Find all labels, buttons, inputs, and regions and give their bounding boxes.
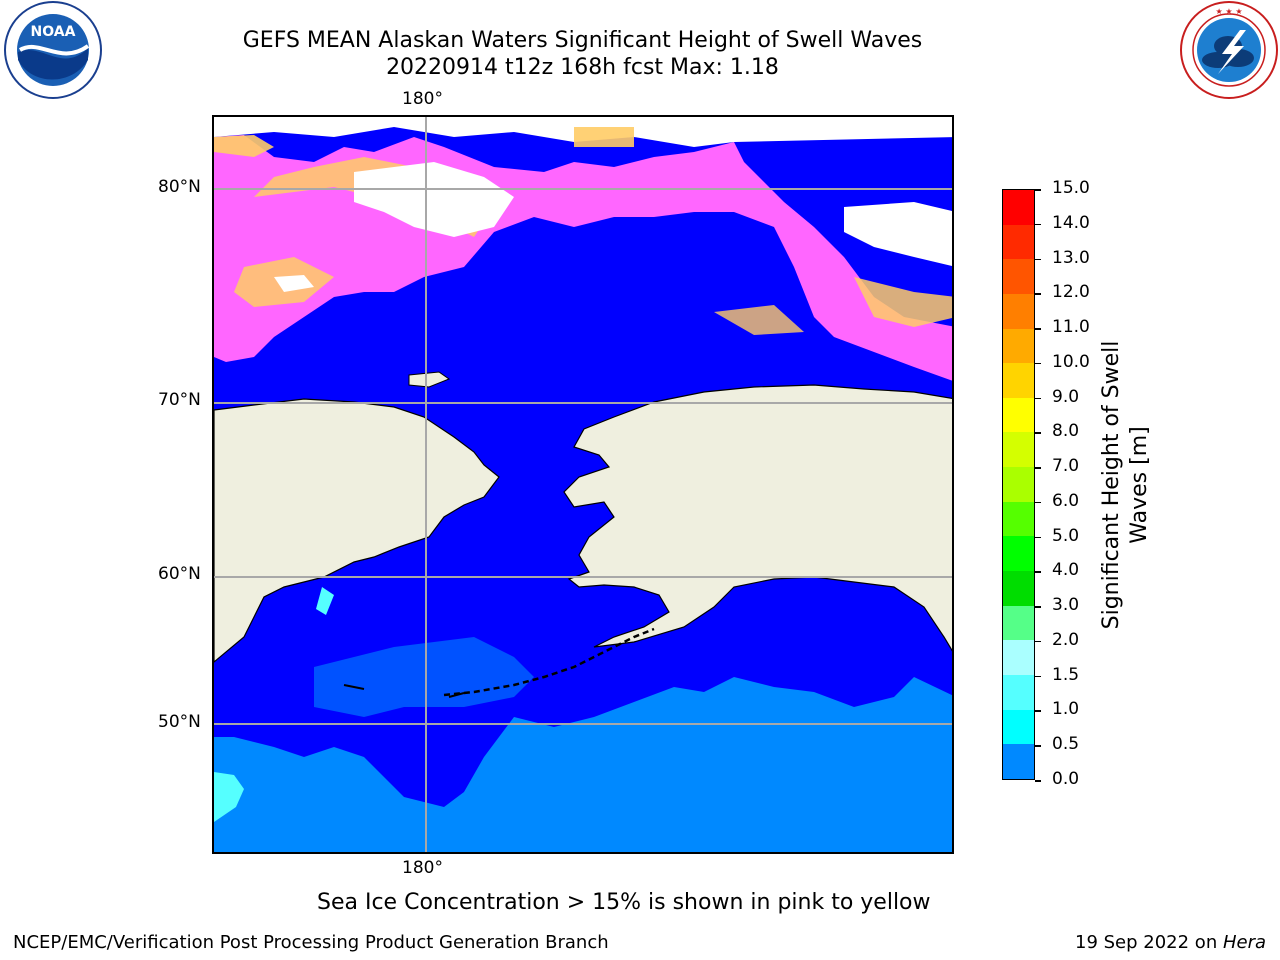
colorbar-cell	[1003, 744, 1034, 779]
colorbar-cell	[1003, 190, 1034, 225]
footer-machine: Hera	[1222, 932, 1266, 953]
lat-label-80n: 80°N	[158, 177, 201, 197]
colorbar-tick-label: 8.0	[1052, 421, 1080, 442]
colorbar-tick-label: 10.0	[1052, 351, 1090, 372]
colorbar-tick-label: 0.5	[1052, 734, 1080, 755]
colorbar-tick-mark	[1035, 328, 1041, 330]
colorbar-cell	[1003, 224, 1034, 260]
footer-left: NCEP/EMC/Verification Post Processing Pr…	[13, 932, 609, 953]
colorbar-cell	[1003, 605, 1034, 641]
footer-right: 19 Sep 2022 on Hera	[1075, 932, 1266, 953]
lon-label-bottom: 180°	[402, 858, 443, 878]
colorbar-tick-mark	[1035, 223, 1041, 226]
land-alaska	[563, 384, 952, 652]
colorbar-tick-label: 12.0	[1052, 282, 1090, 303]
gridlines	[214, 117, 952, 852]
colorbar-cell	[1003, 432, 1034, 468]
colorbar-cell	[1003, 293, 1034, 329]
colorbar-cell	[1003, 709, 1034, 745]
lat-label-60n: 60°N	[158, 564, 201, 584]
colorbar-tick-label: 4.0	[1052, 560, 1080, 581]
colorbar-tick-mark	[1035, 467, 1041, 469]
colorbar-tick-mark	[1035, 536, 1041, 539]
colorbar-tick-mark	[1035, 640, 1041, 643]
colorbar-cell	[1003, 640, 1034, 675]
colorbar-cell	[1003, 397, 1034, 433]
colorbar-tick-label: 15.0	[1052, 178, 1090, 198]
svg-text:★ ★ ★: ★ ★ ★	[1215, 7, 1242, 16]
colorbar-cell	[1003, 674, 1034, 710]
colorbar-cell	[1003, 501, 1034, 537]
colorbar-cells	[1003, 190, 1034, 779]
colorbar-cell	[1003, 363, 1034, 398]
colorbar-tick-mark	[1035, 362, 1041, 365]
colorbar-cell	[1003, 328, 1034, 364]
nws-logo: ★ ★ ★	[1178, 0, 1280, 100]
colorbar-cell	[1003, 467, 1034, 502]
colorbar-tick-label: 9.0	[1052, 386, 1080, 407]
colorbar-label-line1: Significant Height of Swell	[1099, 340, 1124, 630]
aleutian-islands	[443, 627, 655, 697]
lat-label-70n: 70°N	[158, 390, 201, 410]
footer-date: 19 Sep 2022 on	[1075, 932, 1223, 953]
colorbar-tick-mark	[1035, 675, 1041, 678]
colorbar-tick-mark	[1035, 606, 1041, 608]
colorbar-tick-mark	[1035, 293, 1041, 295]
colorbar-tick-mark	[1035, 432, 1041, 434]
colorbar-tick-label: 14.0	[1052, 212, 1090, 233]
land-siberia	[214, 398, 500, 663]
colorbar-tick-label: 11.0	[1052, 317, 1090, 338]
lat-label-50n: 50°N	[158, 712, 201, 732]
colorbar-tick-label: 6.0	[1052, 490, 1080, 511]
noaa-logo: NOAA	[2, 0, 104, 100]
colorbar-cell	[1003, 259, 1034, 294]
sea-ice-note: Sea Ice Concentration > 15% is shown in …	[317, 890, 931, 915]
colorbar-tick-label: 1.5	[1052, 664, 1080, 685]
colorbar-tick-mark	[1035, 397, 1041, 400]
colorbar-tick-mark	[1035, 745, 1041, 747]
colorbar-tick-mark	[1035, 258, 1041, 261]
colorbar-tick-label: 13.0	[1052, 247, 1090, 268]
title-line-2: 20220914 t12z 168h fcst Max: 1.18	[386, 55, 779, 80]
colorbar	[1002, 189, 1035, 780]
colorbar-tick-mark	[1035, 710, 1041, 712]
noaa-logo-text: NOAA	[31, 24, 76, 40]
map-panel	[212, 115, 954, 854]
colorbar-tick-mark	[1035, 571, 1041, 573]
colorbar-tick-label: 5.0	[1052, 525, 1080, 546]
colorbar-label-line2: Waves [m]	[1127, 426, 1152, 544]
colorbar-tick-label: 1.0	[1052, 699, 1080, 720]
colorbar-tick-mark	[1035, 780, 1041, 782]
colorbar-cell	[1003, 571, 1034, 606]
colorbar-tick-label: 0.0	[1052, 769, 1080, 789]
title-line-1: GEFS MEAN Alaskan Waters Significant Hei…	[242, 28, 923, 53]
colorbar-tick-label: 2.0	[1052, 629, 1080, 650]
colorbar-tick-label: 7.0	[1052, 456, 1080, 477]
map-canvas	[214, 117, 952, 852]
colorbar-tick-mark	[1035, 501, 1041, 504]
colorbar-cell	[1003, 536, 1034, 572]
lon-label-top: 180°	[402, 89, 443, 109]
colorbar-tick-label: 3.0	[1052, 595, 1080, 616]
cyan-patch	[214, 772, 244, 822]
colorbar-tick-mark	[1035, 189, 1041, 191]
